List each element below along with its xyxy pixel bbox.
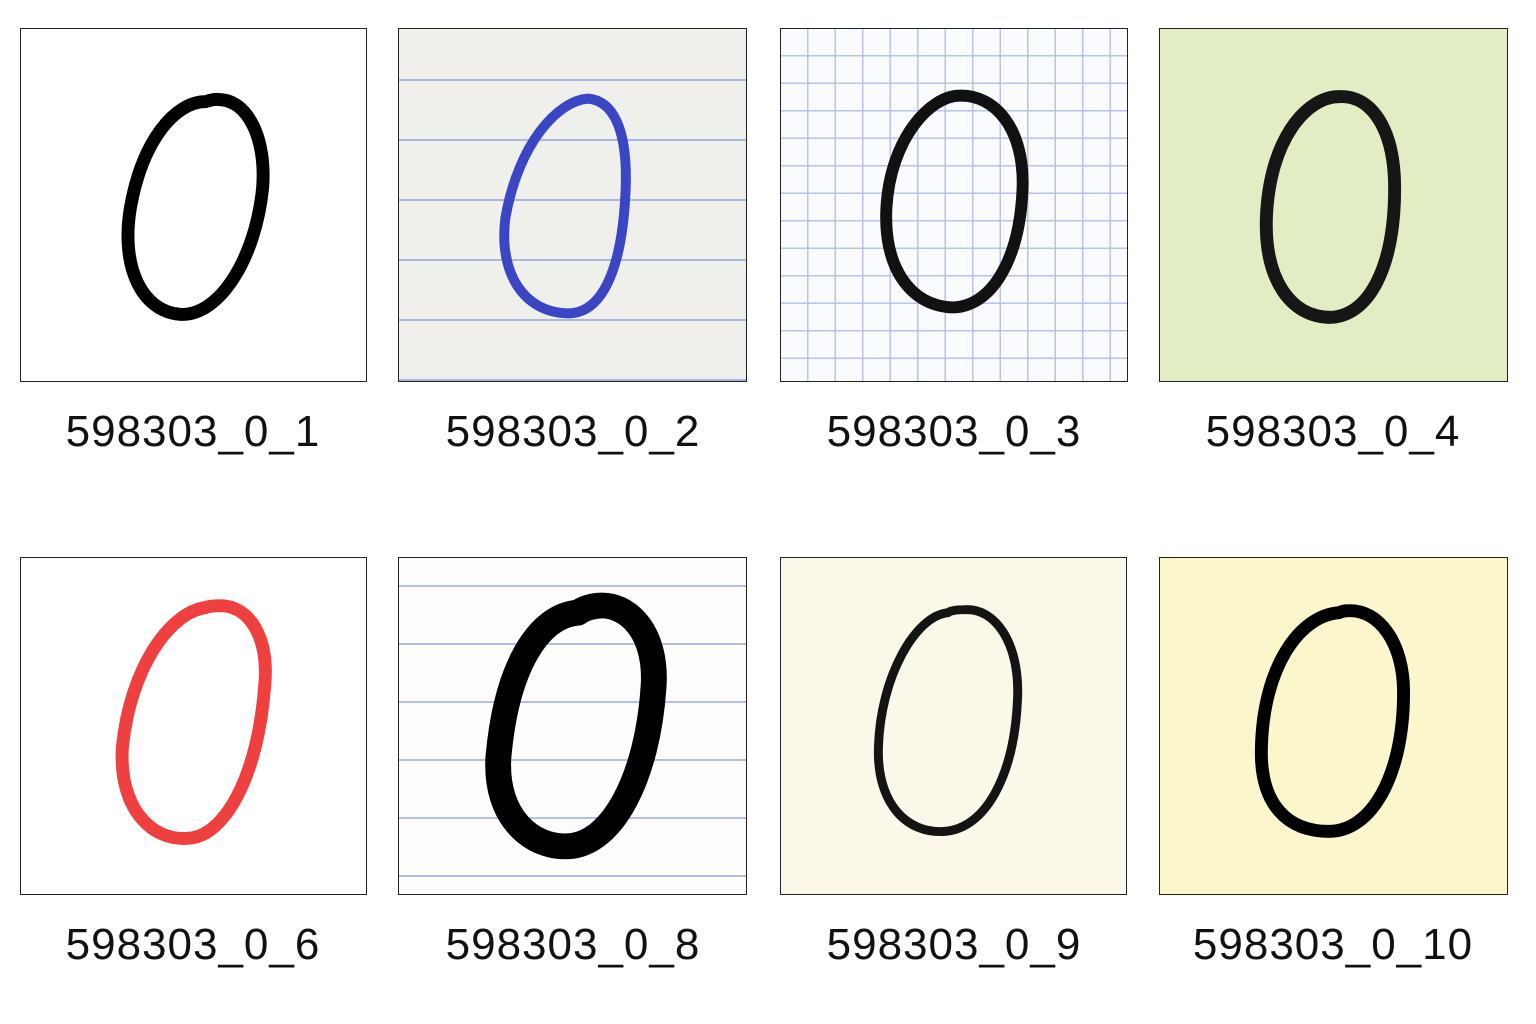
tile-label: 598303_0_10	[1192, 920, 1474, 969]
tile-label: 598303_0_6	[65, 920, 321, 969]
image-tile-4[interactable]	[1159, 28, 1508, 382]
tile-label: 598303_0_4	[1205, 407, 1461, 456]
tile-label: 598303_0_1	[65, 407, 321, 456]
handwritten-zero-icon	[880, 89, 1029, 314]
handwritten-zero-icon	[485, 592, 667, 860]
tile-label: 598303_0_2	[445, 407, 701, 456]
handwritten-zero-icon	[121, 92, 270, 321]
handwritten-zero-icon	[1254, 604, 1411, 838]
handwritten-zero-icon	[1259, 90, 1402, 324]
image-tile-2[interactable]	[398, 28, 747, 382]
tile-label: 598303_0_8	[445, 920, 701, 969]
tile-label: 598303_0_9	[826, 920, 1082, 969]
image-tile-9[interactable]	[780, 557, 1127, 895]
handwritten-zero-icon	[115, 599, 272, 845]
tile-label: 598303_0_3	[826, 407, 1082, 456]
image-tile-10[interactable]	[1159, 557, 1508, 895]
handwritten-zero-icon	[873, 605, 1023, 836]
image-tile-8[interactable]	[398, 557, 747, 895]
handwritten-zero-icon	[499, 93, 631, 319]
image-tile-1[interactable]	[20, 28, 367, 382]
image-tile-6[interactable]	[20, 557, 367, 895]
image-tile-3[interactable]	[780, 28, 1128, 382]
